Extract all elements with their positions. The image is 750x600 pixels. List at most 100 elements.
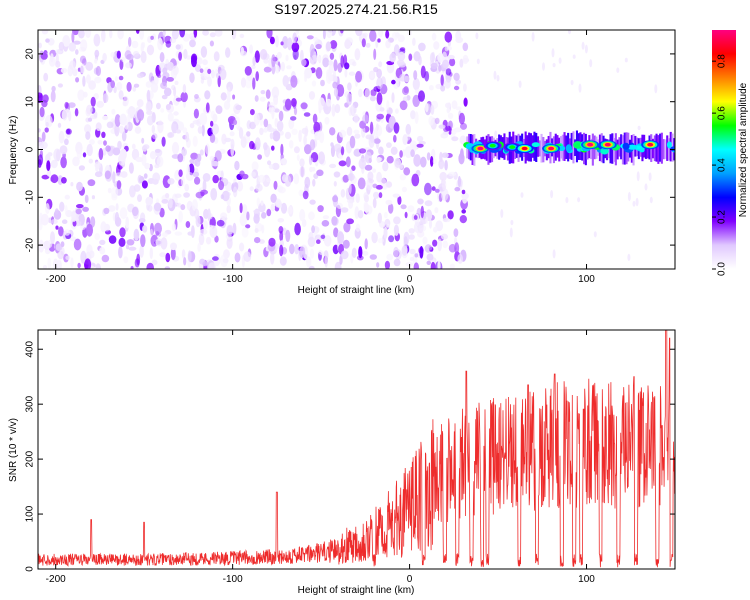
spectrogram-noise-cell bbox=[395, 108, 399, 114]
spectrogram-noise-cell bbox=[285, 54, 289, 62]
spectrogram-noise-cell bbox=[211, 123, 219, 135]
spectrogram-noise-cell bbox=[270, 203, 275, 212]
snr-frame bbox=[37, 329, 676, 570]
spectrogram-noise-cell bbox=[212, 256, 219, 261]
spectrogram-noise-cell bbox=[376, 68, 382, 79]
spectrogram-noise-cell bbox=[428, 245, 433, 251]
spectrogram-noise-cell bbox=[340, 30, 344, 34]
spectrogram-noise-cell bbox=[410, 149, 415, 158]
spectrogram-noise-cell bbox=[336, 84, 345, 97]
spectrogram-noise-cell bbox=[383, 211, 388, 219]
spectrogram-noise-cell bbox=[112, 147, 121, 156]
spectrogram-noise-cell bbox=[635, 197, 639, 207]
spectrogram-noise-cell bbox=[55, 243, 63, 251]
spectrogram-ylabel: Frequency (Hz) bbox=[8, 116, 19, 185]
spectrogram-noise-cell bbox=[65, 255, 71, 260]
spectrogram-noise-cell bbox=[171, 30, 179, 40]
spectrogram-noise-cell bbox=[159, 52, 165, 63]
spectrogram-noise-cell bbox=[235, 116, 241, 130]
spectrogram-noise-cell bbox=[140, 234, 146, 248]
spectrogram-noise-cell bbox=[430, 261, 436, 269]
spectrogram-noise-cell bbox=[131, 40, 139, 49]
spectrogram-signal-cell bbox=[572, 131, 575, 164]
spectrogram-noise-cell bbox=[178, 210, 183, 223]
spectrogram-noise-cell bbox=[358, 88, 363, 98]
spectrogram-noise-cell bbox=[654, 84, 658, 94]
spectrogram-noise-cell bbox=[420, 156, 427, 168]
spectrogram-noise-cell bbox=[311, 225, 315, 234]
spectrogram-noise-cell bbox=[578, 83, 582, 93]
spectrogram-noise-cell bbox=[165, 40, 172, 48]
spectrogram-noise-cell bbox=[76, 204, 84, 209]
spectrogram-noise-cell bbox=[82, 206, 89, 212]
spectrogram-noise-cell bbox=[128, 246, 137, 251]
spectrogram-noise-cell bbox=[261, 224, 265, 234]
spectrogram-noise-cell bbox=[636, 171, 640, 182]
spectrogram-noise-cell bbox=[344, 62, 350, 70]
spectrogram-noise-cell bbox=[446, 46, 452, 51]
spectrogram-noise-cell bbox=[333, 143, 342, 152]
spectrogram-noise-cell bbox=[105, 145, 111, 152]
spectrogram-noise-cell bbox=[321, 220, 330, 227]
spectrogram-noise-cell bbox=[59, 201, 65, 212]
spectrogram-noise-cell bbox=[258, 202, 266, 213]
spectrogram-noise-cell bbox=[234, 252, 241, 263]
spectrogram-noise-cell bbox=[266, 30, 273, 39]
spectrogram-noise-cell bbox=[463, 83, 467, 92]
spectrogram-noise-cell bbox=[163, 87, 172, 97]
spectrogram-noise-cell bbox=[455, 106, 462, 111]
spectrogram-noise-cell bbox=[277, 203, 282, 209]
spectrogram-noise-cell bbox=[217, 75, 221, 88]
spectrogram-noise-cell bbox=[167, 132, 173, 138]
spectrogram-noise-cell bbox=[194, 176, 201, 185]
spectrogram-noise-cell bbox=[444, 160, 448, 171]
spectrogram-noise-cell bbox=[221, 133, 227, 145]
spectrogram-noise-cell bbox=[124, 121, 129, 130]
spectrogram-noise-cell bbox=[333, 227, 339, 238]
spectrogram-noise-cell bbox=[207, 76, 212, 87]
spectrogram-noise-cell bbox=[186, 164, 190, 177]
spectrogram-noise-cell bbox=[249, 121, 256, 130]
spectrogram-noise-cell bbox=[577, 197, 581, 203]
spectrogram-noise-cell bbox=[572, 54, 576, 59]
spectrogram-noise-cell bbox=[362, 114, 369, 124]
spectrogram-noise-cell bbox=[364, 238, 368, 250]
spectrogram-noise-cell bbox=[184, 183, 190, 192]
spectrogram-noise-cell bbox=[308, 211, 315, 221]
spectrogram-noise-cell bbox=[332, 195, 339, 203]
spectrogram-noise-cell bbox=[46, 160, 51, 172]
spectrogram-noise-cell bbox=[210, 120, 214, 127]
spectrogram-noise-cell bbox=[140, 51, 147, 63]
spectrogram-ytick-label: 0 bbox=[25, 146, 36, 152]
spectrogram-noise-cell bbox=[38, 239, 45, 253]
spectrogram-noise-cell bbox=[154, 222, 162, 235]
spectrogram-noise-cell bbox=[253, 209, 260, 214]
spectrogram-noise-cell bbox=[144, 162, 151, 170]
spectrogram-noise-cell bbox=[197, 242, 201, 252]
snr-ytick-label: 0 bbox=[25, 566, 36, 572]
spectrogram-noise-cell bbox=[238, 127, 244, 139]
spectrogram-noise-cell bbox=[333, 87, 339, 97]
spectrogram-noise-cell bbox=[285, 229, 291, 242]
spectrogram-noise-cell bbox=[438, 158, 445, 170]
spectrogram-noise-cell bbox=[369, 30, 377, 42]
colorbar-tick-label: 0.2 bbox=[717, 210, 728, 224]
spectrogram-noise-cell bbox=[462, 54, 469, 65]
spectrogram-noise-cell bbox=[133, 83, 140, 88]
spectrogram-noise-cell bbox=[445, 68, 452, 76]
spectrogram-noise-cell bbox=[38, 128, 41, 133]
spectrogram-noise-cell bbox=[103, 140, 107, 146]
spectrogram-noise-cell bbox=[455, 36, 464, 44]
spectrogram-noise-cell bbox=[249, 140, 255, 150]
spectrogram-noise-cell bbox=[439, 171, 448, 181]
spectrogram-noise-cell bbox=[141, 145, 148, 152]
spectrogram-noise-cell bbox=[136, 109, 145, 121]
spectrogram-noise-cell bbox=[244, 76, 253, 89]
spectrogram-noise-cell bbox=[212, 113, 218, 123]
spectrogram-noise-cell bbox=[174, 231, 183, 236]
spectrogram-noise-cell bbox=[39, 106, 45, 118]
spectrogram-noise-cell bbox=[176, 202, 182, 208]
spectrogram-noise-cell bbox=[444, 79, 451, 89]
spectrogram-noise-cell bbox=[291, 128, 298, 135]
